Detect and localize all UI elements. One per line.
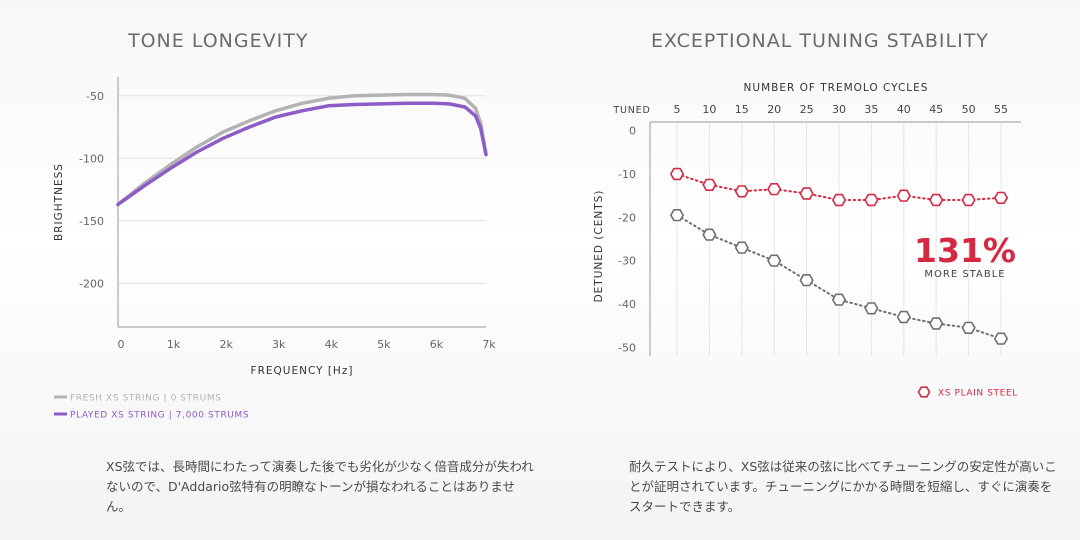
data-point-hexagon	[896, 189, 911, 202]
x-tick-label: 0	[118, 338, 125, 351]
y-tick-label: -150	[79, 215, 104, 228]
data-point-hexagon	[831, 293, 847, 306]
x-tick-label: 35	[864, 103, 878, 116]
x-tick-label: 20	[767, 103, 781, 116]
legend-swatch	[917, 386, 931, 398]
legend-series-name: PLAYED XS STRING	[70, 411, 165, 421]
tuning-stability-title: EXCEPTIONAL TUNING STABILITY	[651, 30, 989, 52]
x-tick-label: 15	[735, 103, 749, 116]
series-line	[116, 92, 488, 207]
data-point-hexagon	[993, 332, 1009, 345]
data-point-hexagon	[864, 193, 879, 207]
data-point-hexagon	[961, 193, 976, 207]
tone-longevity-title: TONE LONGEVITY	[128, 30, 309, 52]
x-tick-label: 6k	[430, 338, 444, 351]
data-point-hexagon	[864, 302, 879, 315]
x-tick-label: TUNED	[612, 105, 650, 116]
legend-label: FRESH XS STRING | 0 STRUMS	[70, 394, 222, 404]
data-point-hexagon	[961, 321, 976, 334]
x-tick-label: 2k	[219, 338, 233, 351]
y-axis-label: BRIGHTNESS	[53, 163, 65, 241]
data-point-hexagon	[799, 187, 814, 200]
x-tick-label: 5k	[377, 338, 391, 351]
y-axis-label: DETUNED (CENTS)	[593, 190, 605, 303]
data-point-hexagon	[799, 274, 814, 287]
y-tick-label: 0	[629, 125, 636, 138]
data-point-hexagon	[993, 191, 1009, 204]
data-point-hexagon	[767, 183, 782, 196]
tone-longevity-description: XS弦では、長時間にわたって演奏した後でも劣化が少なく倍音成分が失われないので、…	[106, 459, 534, 514]
y-tick-label: -40	[618, 298, 636, 311]
x-tick-label: 50	[962, 103, 976, 116]
x-tick-label: 55	[994, 103, 1008, 116]
data-point-hexagon	[929, 317, 944, 330]
x-tick-label: 3k	[272, 338, 286, 351]
x-tick-label: 7k	[482, 338, 496, 351]
legend-label: XS PLAIN STEEL	[938, 389, 1018, 399]
y-tick-label: -30	[618, 255, 636, 268]
series-line	[676, 214, 1002, 340]
y-tick-label: -50	[618, 341, 636, 354]
x-tick-label: 30	[832, 103, 846, 116]
data-point-hexagon	[669, 167, 685, 181]
y-tick-label: -10	[618, 168, 636, 181]
x-axis-label: NUMBER OF TREMOLO CYCLES	[744, 82, 929, 94]
data-point-hexagon	[669, 209, 685, 222]
data-point-hexagon	[702, 228, 717, 241]
series-line	[116, 101, 488, 207]
data-point-hexagon	[734, 185, 749, 198]
tone-longevity-chart: -50 -100 -150 -200 0 1k 2k 3k 4k 5k 6k 7k FREQUENCY …	[53, 77, 496, 421]
x-tick-label: 10	[702, 103, 716, 116]
x-tick-label: 45	[929, 103, 943, 116]
y-tick-label: -50	[86, 90, 104, 103]
x-tick-label: 40	[897, 103, 911, 116]
legend-label: PLAYED XS STRING | 7,000 STRUMS	[70, 411, 249, 421]
data-point-hexagon	[929, 193, 944, 207]
x-tick-label: 4k	[325, 338, 339, 351]
data-point-hexagon	[702, 178, 717, 191]
legend-series-note: | 7,000 STRUMS	[165, 411, 249, 421]
tuning-stability-description: 耐久テストにより、XS弦は従来の弦に比べてチューニングの安定性が高いことが証明さ…	[629, 459, 1057, 514]
data-point-hexagon	[896, 310, 911, 324]
data-point-hexagon	[734, 241, 749, 254]
y-tick-label: -100	[79, 152, 104, 165]
tuning-stability-chart: NUMBER OF TREMOLO CYCLES TUNED 5 10 15 20 25 30…	[593, 82, 1021, 399]
x-axis-label: FREQUENCY [Hz]	[251, 365, 354, 377]
legend-series-note: | 0 STRUMS	[160, 394, 221, 404]
x-tick-label: 5	[674, 103, 681, 116]
x-tick-label: 25	[800, 103, 814, 116]
annotation-label: MORE STABLE	[924, 269, 1005, 280]
y-tick-label: -200	[79, 277, 104, 290]
x-tick-label: 1k	[167, 338, 181, 351]
data-point-hexagon	[831, 193, 847, 207]
y-tick-label: -20	[618, 211, 636, 224]
legend-series-name: FRESH XS STRING	[70, 394, 160, 404]
annotation-value: 131%	[914, 231, 1016, 270]
data-point-hexagon	[767, 254, 782, 267]
